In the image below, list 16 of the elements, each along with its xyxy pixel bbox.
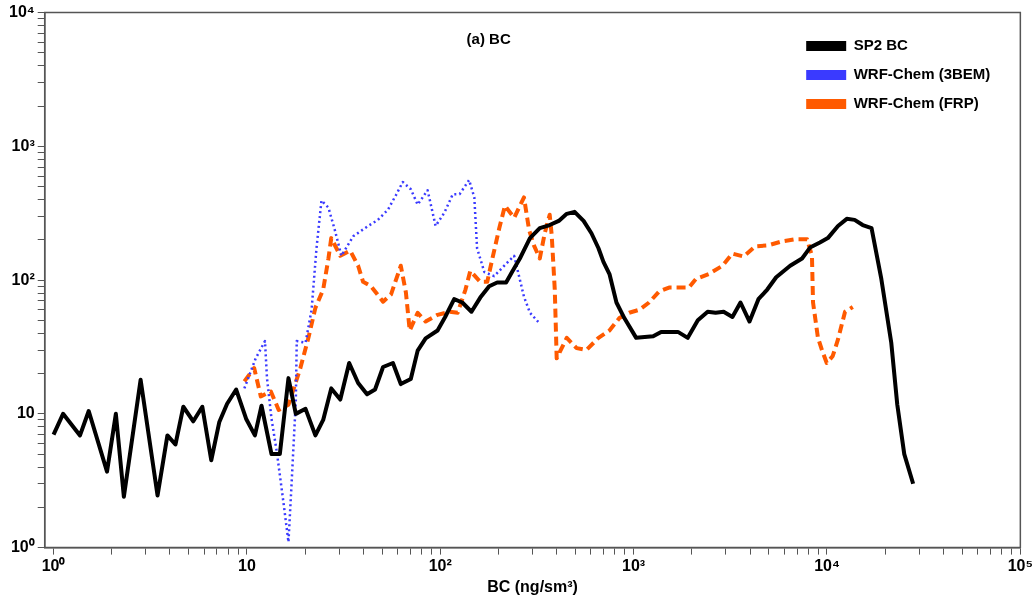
annotation: (a) BC [466,29,511,47]
legend-label: WRF-Chem (3BEM) [853,65,991,83]
x-tick-label: 10⁰ [41,556,66,574]
x-tick-label: 10⁴ [814,556,840,574]
x-tick-label: 10⁵ [1007,556,1033,574]
legend-label: SP2 BC [853,36,909,54]
y-tick-label: 10 [16,404,35,422]
x-tick-label: 10 [238,556,256,574]
legend-label: WRF-Chem (FRP) [853,94,979,112]
y-tick-label: 10² [11,270,35,288]
y-tick-label: 10⁰ [10,538,35,556]
x-tick-label: 10² [428,556,452,574]
x-tick-label: 10³ [622,556,646,574]
y-tick-label: 10³ [11,136,35,154]
y-tick-label: 10⁴ [8,3,35,21]
x-axis-title: BC (ng/sm³) [487,577,578,595]
